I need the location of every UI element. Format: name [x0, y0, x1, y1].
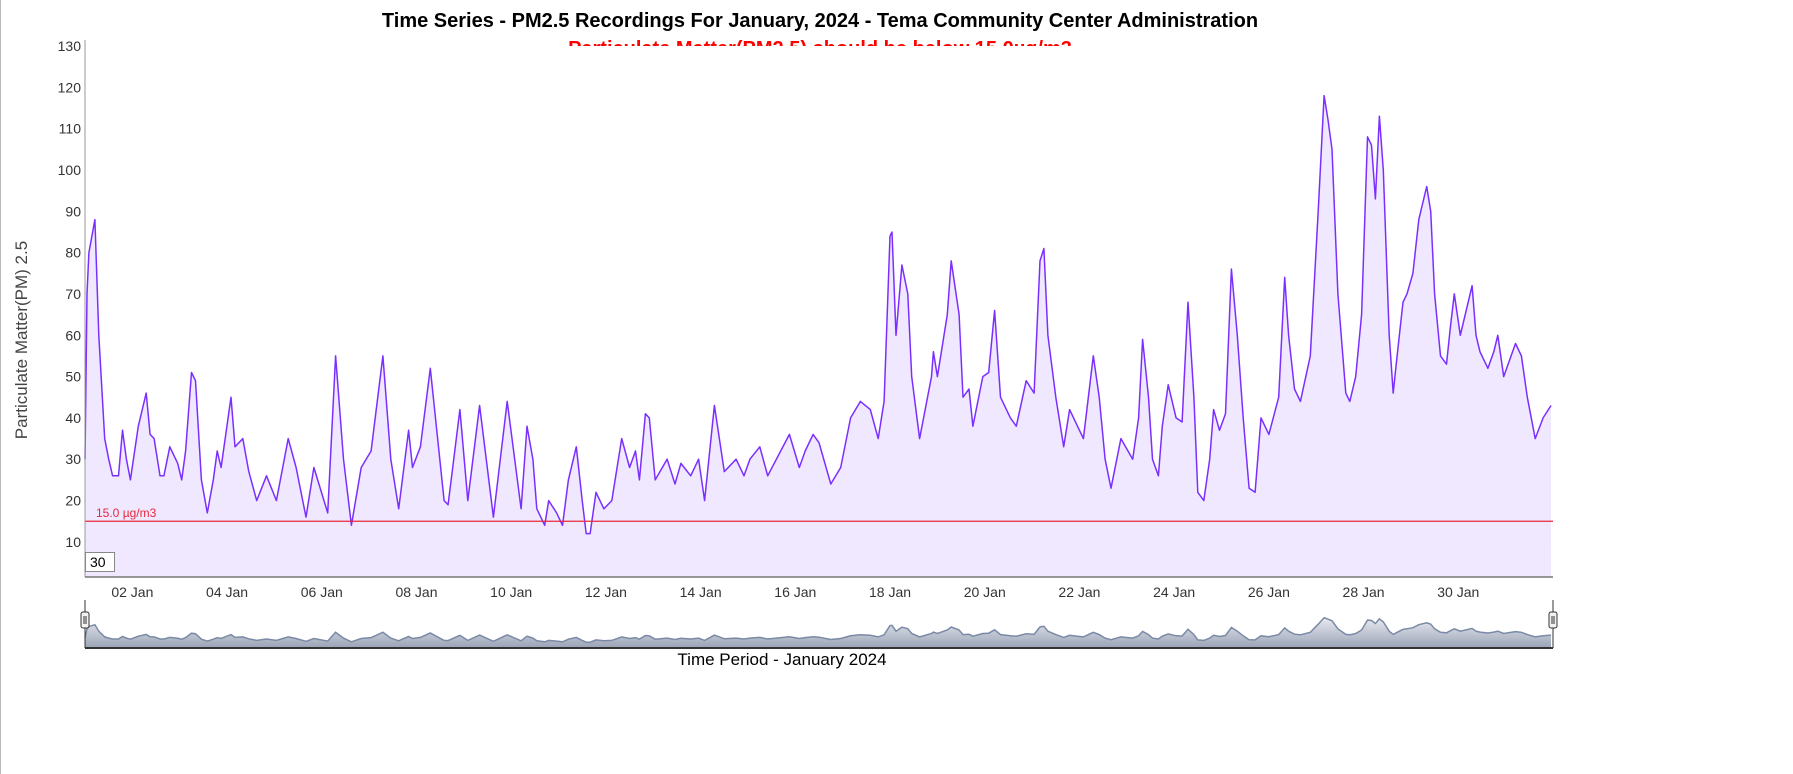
- x-tick-label: 12 Jan: [585, 584, 627, 600]
- x-tick-label: 08 Jan: [395, 584, 437, 600]
- y-axis-title: Particulate Matter(PM) 2.5: [12, 241, 31, 439]
- y-tick-label: 70: [65, 286, 81, 302]
- y-tick-label: 10: [65, 534, 81, 550]
- navigator-label: Time Period - January 2024: [677, 650, 886, 669]
- y-tick-label: 110: [59, 121, 82, 137]
- y-tick-label: 90: [65, 203, 81, 219]
- y-tick-label: 20: [65, 493, 81, 509]
- y-tick-label: 80: [65, 245, 81, 261]
- x-tick-label: 22 Jan: [1058, 584, 1100, 600]
- x-tick-label: 30 Jan: [1437, 584, 1479, 600]
- x-tick-label: 16 Jan: [774, 584, 816, 600]
- x-tick-label: 28 Jan: [1343, 584, 1385, 600]
- y-tick-label: 60: [65, 327, 81, 343]
- y-tick-label: 100: [58, 162, 82, 178]
- x-tick-label: 10 Jan: [490, 584, 532, 600]
- navigator-area: [85, 617, 1552, 648]
- navigator-line: [84, 616, 1552, 643]
- x-tick-label: 02 Jan: [111, 584, 153, 600]
- y-tick-label: 120: [58, 79, 82, 95]
- left-border: [0, 0, 1, 774]
- threshold-label: 15.0 µg/m3: [96, 506, 157, 520]
- range-input[interactable]: [85, 552, 115, 572]
- x-tick-label: 06 Jan: [301, 584, 343, 600]
- x-tick-label: 04 Jan: [206, 584, 248, 600]
- navigator[interactable]: [80, 600, 1558, 649]
- y-tick-label: 130: [58, 38, 82, 54]
- series-line: [84, 94, 1552, 535]
- y-tick-label: 30: [65, 451, 81, 467]
- x-tick-label: 20 Jan: [964, 584, 1006, 600]
- y-tick-label: 50: [65, 369, 81, 385]
- x-tick-label: 26 Jan: [1248, 584, 1290, 600]
- chart-title: Time Series - PM2.5 Recordings For Janua…: [381, 10, 1259, 32]
- series-area: [85, 95, 1552, 577]
- x-tick-label: 14 Jan: [680, 584, 722, 600]
- navigator-left-handle-icon[interactable]: [80, 611, 90, 629]
- y-axis: 10 20 30 40 50 60 70 80 90 100 110 120 130: [58, 38, 86, 577]
- x-axis: 02 Jan 04 Jan 06 Jan 08 Jan 10 Jan 12 Jan 14 J…: [85, 576, 1553, 600]
- x-tick-label: 18 Jan: [869, 584, 911, 600]
- navigator-right-handle-icon[interactable]: [1548, 611, 1558, 629]
- x-tick-label: 24 Jan: [1153, 584, 1195, 600]
- plot-area: 15.0 µg/m3: [84, 46, 1553, 577]
- y-tick-label: 40: [65, 410, 81, 426]
